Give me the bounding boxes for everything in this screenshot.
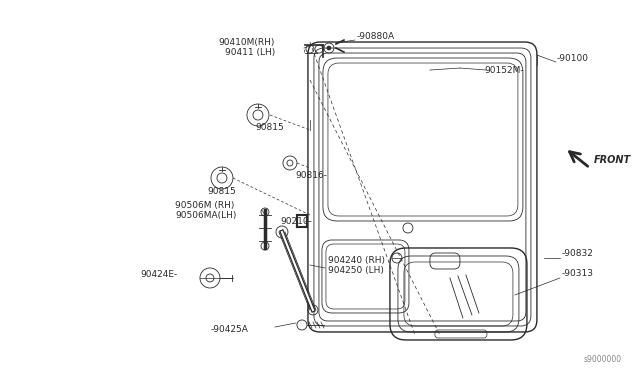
Text: 90152M-: 90152M- — [484, 65, 524, 74]
Circle shape — [327, 46, 331, 50]
Text: 90816-: 90816- — [295, 170, 327, 180]
Text: -90880A: -90880A — [357, 32, 395, 41]
Text: -90425A: -90425A — [210, 326, 248, 334]
Text: -90313: -90313 — [562, 269, 594, 279]
Text: 90411 (LH): 90411 (LH) — [225, 48, 275, 57]
Text: 90424E-: 90424E- — [140, 270, 177, 279]
Text: 90210-: 90210- — [280, 218, 312, 227]
Text: FRONT: FRONT — [594, 155, 631, 165]
Text: 90815: 90815 — [255, 122, 284, 132]
Text: 90410M(RH): 90410M(RH) — [219, 38, 275, 46]
Text: -90832: -90832 — [562, 250, 594, 259]
Text: 90506M (RH): 90506M (RH) — [175, 202, 234, 211]
Text: -90100: -90100 — [557, 54, 589, 62]
Text: 90506MA(LH): 90506MA(LH) — [175, 212, 236, 221]
Text: 90815: 90815 — [207, 187, 236, 196]
Text: 904250 (LH): 904250 (LH) — [328, 266, 384, 276]
Text: s9000000: s9000000 — [584, 355, 622, 364]
Text: 904240 (RH): 904240 (RH) — [328, 256, 385, 266]
